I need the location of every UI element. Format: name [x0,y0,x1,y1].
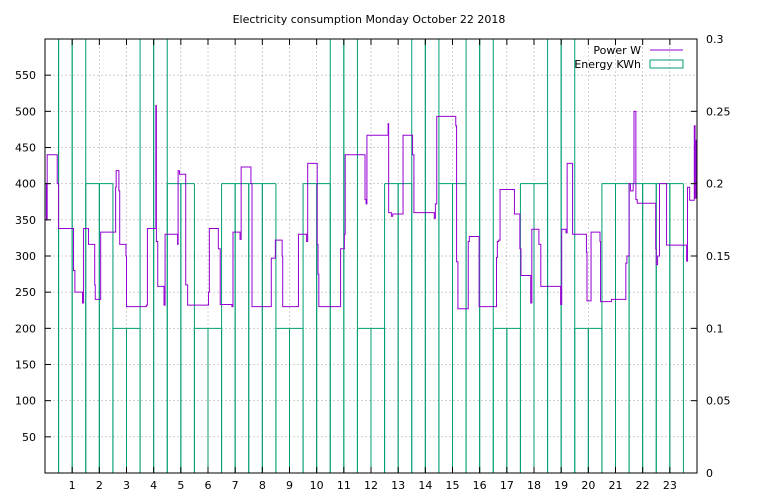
energy-bar [492,327,508,473]
y-tick-label: 400 [15,178,36,191]
energy-bar [628,183,644,473]
x-tick-label: 1 [69,479,76,492]
x-tick-label: 14 [418,479,432,492]
y-tick-label: 200 [15,322,36,335]
x-tick-label: 4 [150,479,157,492]
x-tick-label: 21 [609,479,623,492]
power-line [45,105,698,310]
y2-tick-label: 0.25 [706,105,731,118]
x-tick-label: 17 [500,479,514,492]
x-tick-label: 9 [286,479,293,492]
y-tick-label: 50 [22,431,36,444]
y2-tick-label: 0 [706,467,713,480]
x-tick-label: 19 [554,479,568,492]
y-tick-label: 450 [15,142,36,155]
legend-label-energy: Energy KWh [574,58,641,71]
y2-tick-label: 0.3 [706,33,724,46]
x-tick-label: 10 [310,479,324,492]
energy-bar [424,38,440,473]
y-tick-label: 500 [15,105,36,118]
energy-bar [669,183,684,473]
y-tick-label: 350 [15,214,36,227]
x-tick-label: 8 [259,479,266,492]
y-tick-label: 300 [15,250,36,263]
x-tick-label: 7 [232,479,239,492]
x-tick-label: 15 [446,479,460,492]
chart-title: Electricity consumption Monday October 2… [233,13,506,26]
y-tick-label: 100 [15,395,36,408]
y-tick-label: 250 [15,286,36,299]
x-tick-label: 11 [337,479,351,492]
power-series [45,105,698,310]
legend-label-power: Power W [593,44,641,57]
legend-swatch-energy [649,59,684,69]
x-tick-label: 18 [527,479,541,492]
y-tick-label: 550 [15,69,36,82]
y2-tick-label: 0.1 [706,322,724,335]
energy-bar [560,38,576,473]
x-tick-label: 3 [123,479,130,492]
x-tick-label: 6 [205,479,212,492]
x-tick-label: 16 [473,479,487,492]
x-tick-label: 5 [177,479,184,492]
legend: Power W Energy KWh [574,44,684,71]
y2-tick-label: 0.15 [706,250,731,263]
x-tick-label: 22 [636,479,650,492]
y2-tick-label: 0.2 [706,178,724,191]
y2-tick-label: 0.05 [706,395,731,408]
x-tick-label: 23 [663,479,677,492]
y-tick-label: 150 [15,359,36,372]
axis-ticks: 1 2 3 4 5 6 7 8 9 10 11 12 13 14 15 16 17 18 19 20 21 22 23501… [15,33,731,492]
x-tick-label: 13 [391,479,405,492]
x-tick-label: 2 [96,479,103,492]
energy-bar [356,327,372,473]
x-tick-label: 20 [581,479,595,492]
x-tick-label: 12 [364,479,378,492]
energy-series [44,38,684,473]
